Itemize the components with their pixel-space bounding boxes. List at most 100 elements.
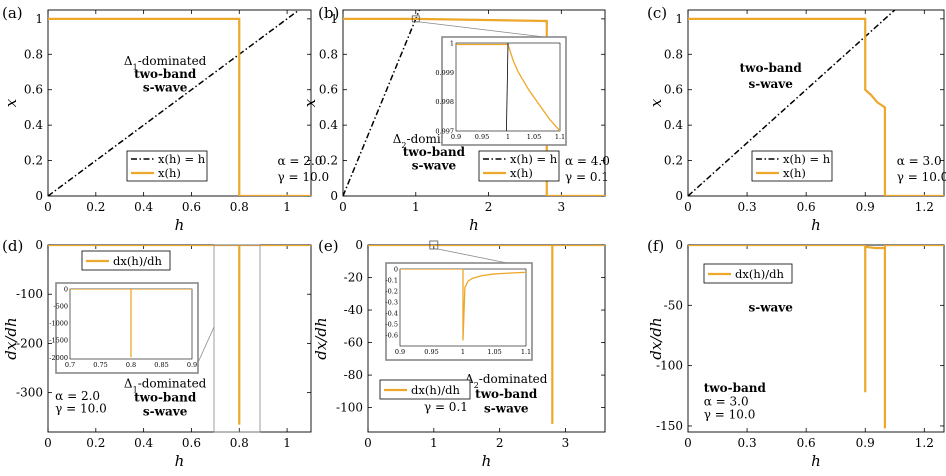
y-tick-label: 0.6: [319, 83, 338, 97]
panel-label: (c): [647, 4, 667, 22]
annotation: s-wave: [143, 404, 188, 418]
y-tick-label: -200: [16, 336, 43, 350]
y-tick-label: 1: [330, 12, 338, 26]
annotation: Δ1-dominated: [124, 54, 207, 72]
inset: 0.9 0.95 1 1.05 1.1 0.997 0.998 0.999 1: [411, 15, 567, 146]
legend: x(h) = hx(h): [751, 150, 833, 182]
panel-f: (f) 0 0.3 0.6 0.9 1.2 0 -50 -100 -150 h dx/dh s-wave…: [647, 237, 945, 470]
zoom-region: [411, 15, 420, 23]
y-tick-label: 1: [35, 12, 43, 26]
annotation: α = 4.0: [565, 154, 610, 168]
series-group: [688, 10, 944, 196]
x-tick-label: 1: [283, 200, 291, 214]
y-tick-label: -100: [656, 359, 683, 373]
inset-y-tick-label: 0.999: [435, 69, 454, 77]
annotation: Δ2-dominated: [465, 372, 548, 390]
x-tick-label: 0.2: [86, 200, 105, 214]
x-tick-label: 0.8: [230, 200, 249, 214]
legend-label: x(h) = h: [510, 152, 558, 166]
annotation: γ = 0.1: [565, 170, 609, 184]
annotation: γ = 0.1: [424, 400, 468, 414]
y-axis-label: dx/dh: [312, 317, 330, 359]
legend-label: x(h): [783, 166, 806, 180]
inset-series-line: [456, 43, 560, 131]
series-line-x: [688, 17, 944, 196]
y-tick-label: 0.8: [664, 47, 683, 61]
y-tick-label: 1: [675, 12, 683, 26]
inset-x-tick-label: 1: [461, 348, 465, 356]
panel-c: (c) 0 0.3 0.6 0.9 1.2 0 0.2 0.4 0.6 0.8 1 h x two-band…: [647, 4, 946, 234]
zoom-region: [213, 244, 261, 433]
legend: dx(h)/dh: [379, 379, 471, 400]
series-line-diagonal: [48, 10, 301, 196]
annotation: s-wave: [484, 401, 529, 415]
annotation: Δ1-dominated: [124, 377, 207, 395]
legend-label: dx(h)/dh: [113, 254, 162, 268]
annotation: two-band: [740, 61, 803, 75]
x-tick-label: 2: [496, 436, 504, 450]
inset-y-tick-label: -0.6: [385, 332, 398, 340]
legend: x(h) = hx(h): [126, 150, 208, 182]
y-axis-label: dx/dh: [2, 317, 20, 359]
panel-d: (d) 0 0.2 0.4 0.6 0.8 1 0 -100 -200 -300 h dx/dh α = …: [2, 237, 312, 470]
x-tick-label: 0.3: [738, 436, 757, 450]
inset-x-tick-label: 0.9: [451, 133, 461, 141]
inset-series-line: [400, 269, 526, 341]
inset-y-tick-label: -0.1: [385, 277, 398, 285]
inset-x-tick-label: 1: [506, 133, 510, 141]
zoom-connector: [419, 21, 545, 38]
panel-label: (d): [2, 237, 23, 255]
y-axis-label: x: [301, 98, 319, 107]
inset-y-tick-label: 1: [450, 40, 454, 48]
legend-box: [703, 263, 793, 284]
series-line-x: [48, 17, 311, 196]
legend-label: x(h) = h: [783, 152, 831, 166]
legend-label: dx(h)/dh: [735, 267, 784, 281]
x-tick-label: 0.6: [797, 436, 816, 450]
x-tick-label: 0.4: [134, 436, 153, 450]
inset-y-tick-label: -2000: [49, 354, 68, 362]
y-tick-label: 0: [675, 189, 683, 203]
annotation: two-band: [134, 67, 197, 81]
x-tick-label: 0: [44, 200, 52, 214]
y-tick-label: 0.2: [664, 154, 683, 168]
inset-x-tick-label: 0.8: [126, 361, 136, 369]
inset-x-tick-label: 0.75: [93, 361, 107, 369]
y-tick-label: 0.2: [24, 154, 43, 168]
inset-y-tick-label: 0: [64, 286, 68, 294]
y-tick-label: -50: [664, 298, 683, 312]
series-line-diagonal: [688, 10, 896, 196]
inset: 0.9 0.95 1 1.05 1.1 0 -0.1 -0.2 -0.3 -0.4 -0.5 -0.6: [385, 240, 533, 361]
y-tick-label: 0: [675, 238, 683, 252]
x-axis-label: h: [175, 452, 185, 470]
y-axis-label: x: [647, 98, 665, 107]
inset-x-tick-label: 0.9: [187, 361, 197, 369]
annotation: two-band: [403, 145, 466, 159]
inset-y-tick-label: 0.997: [435, 128, 454, 136]
x-tick-label: 0: [44, 436, 52, 450]
legend: dx(h)/dh: [81, 250, 171, 271]
x-axis-label: h: [469, 216, 479, 234]
y-tick-label: -100: [16, 287, 43, 301]
annotation: s-wave: [748, 300, 793, 314]
y-tick-label: 0.8: [319, 47, 338, 61]
legend-box: [126, 150, 208, 182]
y-tick-label: 0.4: [24, 118, 43, 132]
y-tick-label: -60: [344, 336, 363, 350]
annotation: s-wave: [748, 77, 793, 91]
axes-frame: [342, 9, 606, 197]
x-tick-label: 2: [485, 200, 493, 214]
inset-x-tick-label: 0.95: [424, 348, 438, 356]
inset-y-tick-label: -0.5: [385, 321, 398, 329]
y-tick-label: -80: [344, 368, 363, 382]
y-tick-label: 0.4: [319, 118, 338, 132]
x-tick-label: 1.2: [915, 200, 934, 214]
zoom-connector: [437, 248, 508, 264]
y-tick-label: 0: [330, 189, 338, 203]
inset-y-tick-label: -1000: [49, 320, 68, 328]
x-tick-label: 0.2: [86, 436, 105, 450]
x-axis-label: h: [811, 216, 821, 234]
panel-a: (a) 0 0.2 0.4 0.6 0.8 1 0 0.2 0.4 0.6 0.8 1 h x Δ1-domi…: [2, 4, 329, 234]
y-tick-label: -300: [16, 386, 43, 400]
